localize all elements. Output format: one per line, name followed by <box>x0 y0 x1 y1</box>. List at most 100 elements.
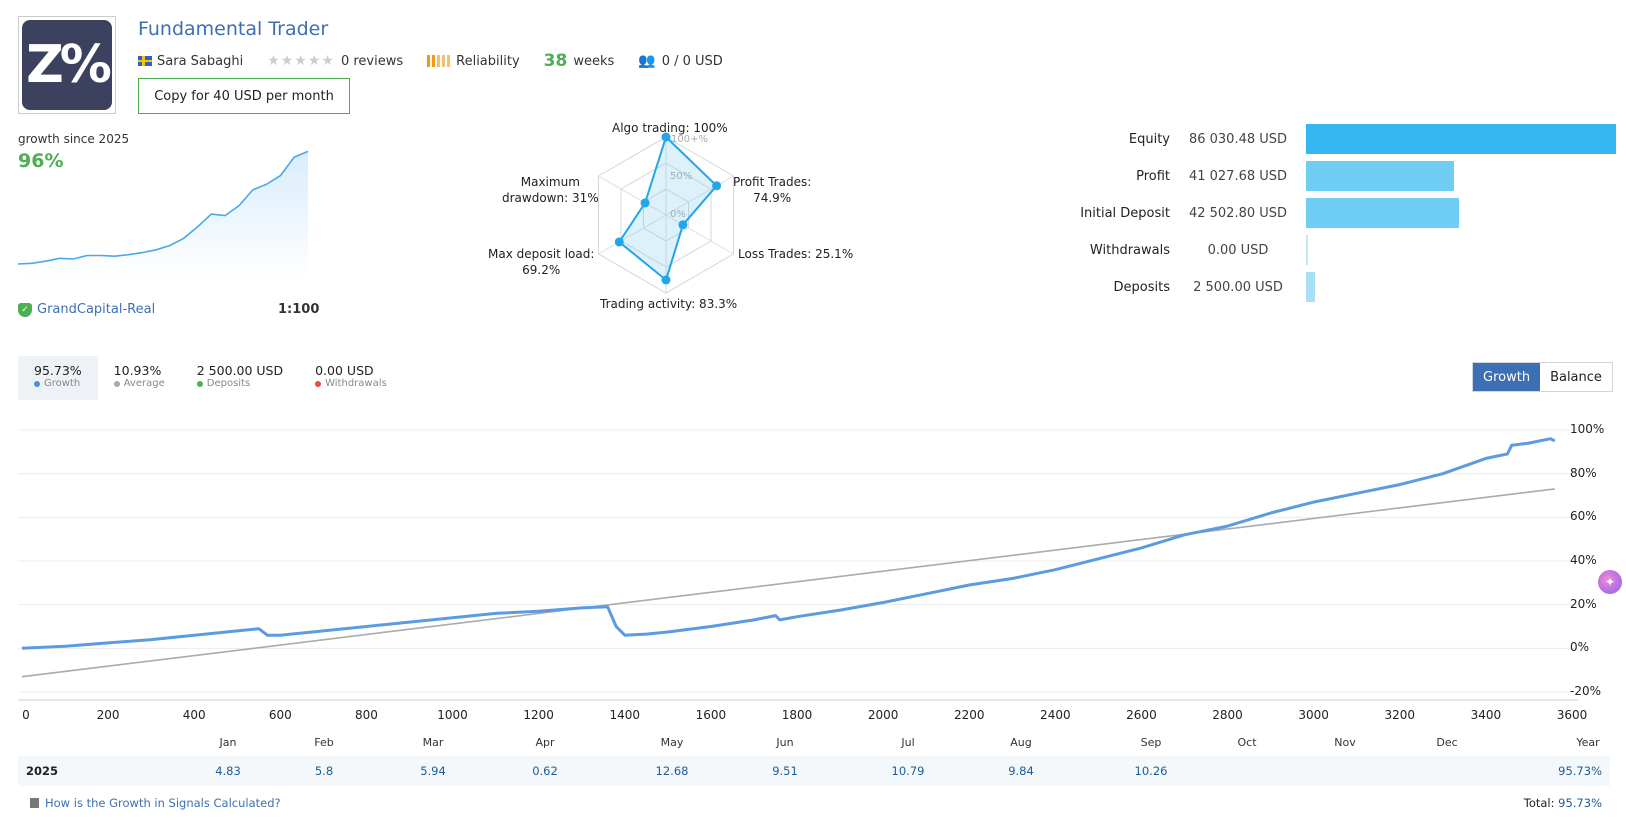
month-label: Jun <box>776 736 794 749</box>
series-growth-line <box>21 437 1556 650</box>
mini-chart-area <box>18 151 308 278</box>
rating-stars-icon: ★★★★★ <box>267 53 335 69</box>
stat-value: 0.00 USD <box>315 363 374 378</box>
radar-axis <box>665 175 734 216</box>
balance-label: Initial Deposit <box>1080 205 1170 221</box>
balance-row: Withdrawals 0.00 USD <box>1000 235 1610 265</box>
balance-value: 2 500.00 USD <box>1193 279 1283 295</box>
radar-ring-label: 100+% <box>671 134 708 145</box>
balance-bar-track <box>1306 124 1616 154</box>
balance-row: Initial Deposit 42 502.80 USD <box>1000 198 1610 228</box>
month-label: Apr <box>535 736 555 749</box>
radar-profit-value: 74.9% <box>753 191 792 206</box>
stat-value: 10.93% <box>113 363 162 378</box>
growth-chart <box>18 429 1578 701</box>
x-tick-label: 1000 <box>437 708 468 722</box>
stat-dot-icon <box>34 380 40 387</box>
x-tick-label: 800 <box>354 708 378 722</box>
y-tick-label: 40% <box>1570 553 1597 567</box>
stat-growth[interactable]: 95.73% Growth <box>18 356 98 400</box>
verified-shield-icon: ✓ <box>18 302 32 317</box>
balance-bar <box>1306 272 1315 302</box>
month-value: 5.8 <box>314 764 334 778</box>
stat-dot-icon <box>113 380 120 387</box>
month-value: 4.83 <box>215 764 241 778</box>
stat-label-text: Deposits <box>206 378 251 389</box>
copy-signal-button[interactable]: Copy for 40 USD per month <box>138 78 350 114</box>
x-tick-label: 2000 <box>867 708 899 722</box>
subscribers-icon: 👥 <box>638 53 656 69</box>
broker-server[interactable]: ✓ GrandCapital-Real <box>18 302 155 317</box>
balance-label: Withdrawals <box>1089 242 1170 258</box>
radar-axis <box>598 175 667 216</box>
logo-text: Z% <box>22 20 112 110</box>
radar-point <box>614 237 624 247</box>
month-label: Mar <box>422 736 444 749</box>
growth-calc-text[interactable]: How is the Growth in Signals Calculated? <box>45 796 281 810</box>
page-title[interactable]: Fundamental Trader <box>138 18 329 40</box>
balance-tab[interactable]: Balance <box>1540 363 1612 391</box>
radar-label-drawdown: Maximum drawdown: 31% <box>502 174 599 206</box>
balance-bar <box>1306 161 1454 191</box>
radar-profit-title: Profit Trades: <box>733 175 812 189</box>
balance-row: Equity 86 030.48 USD <box>1000 124 1616 154</box>
balance-value: 0.00 USD <box>1207 242 1269 258</box>
radar-label-loss: Loss Trades: 25.1% <box>738 247 854 261</box>
month-value: 9.51 <box>772 764 798 778</box>
month-label: Sep <box>1140 736 1162 749</box>
radar-point <box>661 275 671 285</box>
growth-tab[interactable]: Growth <box>1473 363 1541 391</box>
x-tick-label: 1800 <box>781 708 813 722</box>
total: Total: 95.73% <box>1524 796 1602 810</box>
x-tick-label: 2400 <box>1040 708 1071 722</box>
radar-point <box>678 220 688 230</box>
radar-label-activity: Trading activity: 83.3% <box>600 297 738 311</box>
broker-name[interactable]: GrandCapital-Real <box>37 302 156 317</box>
y-tick-label: 60% <box>1570 509 1597 524</box>
growth-calc-link[interactable]: How is the Growth in Signals Calculated? <box>30 796 281 810</box>
month-value: 10.26 <box>1134 764 1168 778</box>
balance-bar-track <box>1306 198 1610 228</box>
radar-axis <box>598 214 667 255</box>
stat-label: Deposits <box>196 378 283 389</box>
year-label: 2025 <box>26 764 59 778</box>
month-label: Jan <box>219 736 237 749</box>
radar-label-algo: Algo trading: 100% <box>612 121 728 135</box>
stat-value: 2 500.00 USD <box>196 363 284 378</box>
month-label: Dec <box>1436 736 1458 749</box>
reviews-link[interactable]: 0 reviews <box>340 53 404 69</box>
reliability-icon <box>427 55 451 67</box>
growth-value: 96% <box>18 150 64 172</box>
author-name[interactable]: Sara Sabaghi <box>157 53 244 69</box>
balance-label: Deposits <box>1113 279 1170 295</box>
reliability-label: Reliability <box>456 53 520 69</box>
radar-ring-label: 0% <box>670 209 686 220</box>
x-tick-label: 3400 <box>1470 708 1502 722</box>
stat-label: Growth <box>34 378 82 389</box>
stat-average[interactable]: 10.93% Average <box>98 356 181 400</box>
radar-label-profit: Profit Trades: 74.9% <box>733 174 811 206</box>
balance-row: Profit 41 027.68 USD <box>1000 161 1610 191</box>
x-tick-label: 1600 <box>695 708 727 722</box>
y-tick-label: -20% <box>1570 684 1602 698</box>
stat-label: Withdrawals <box>315 378 387 389</box>
stat-label: Average <box>113 378 165 389</box>
month-value: 10.79 <box>891 764 925 778</box>
balance-bar-track <box>1306 272 1610 302</box>
stat-deposits[interactable]: 2 500.00 USD Deposits <box>181 356 299 400</box>
month-value: 5.94 <box>420 764 446 778</box>
brain-icon[interactable]: ✦ <box>1598 570 1622 594</box>
sweden-flag-icon <box>138 56 152 66</box>
x-tick-label: 600 <box>268 708 292 722</box>
x-tick-label: 1400 <box>609 708 641 722</box>
stat-label-text: Growth <box>44 378 81 389</box>
growth-since-label: growth since 2025 <box>18 132 130 146</box>
stat-withdrawals[interactable]: 0.00 USD Withdrawals <box>299 356 403 400</box>
radar-svg: 100+% 50% 0% <box>597 132 735 294</box>
y-tick-label: 20% <box>1570 596 1597 611</box>
weeks-label: weeks <box>573 53 615 69</box>
month-label: Jul <box>901 736 915 749</box>
subscribers-value: 0 / 0 USD <box>661 53 723 69</box>
mini-growth-chart <box>18 150 309 278</box>
x-tick-label: 2200 <box>953 708 985 722</box>
